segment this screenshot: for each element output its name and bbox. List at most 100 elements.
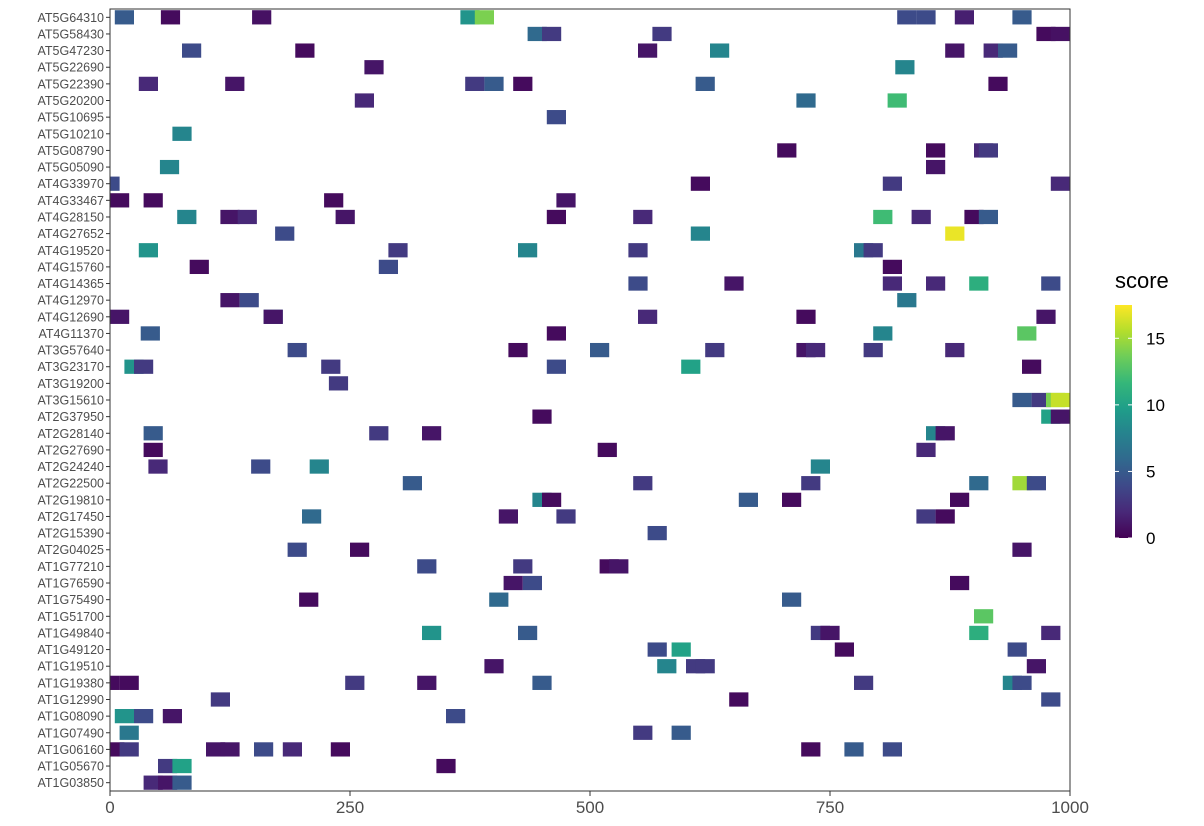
y-axis: AT5G64310 AT5G58430 AT5G47230 AT5G22690 AT5G…: [38, 11, 110, 790]
y-tick-label: AT1G76590: [38, 577, 105, 591]
heatmap-tile: [239, 293, 259, 308]
y-tick-label: AT4G15760: [38, 260, 105, 274]
heatmap-tile: [302, 509, 322, 524]
legend-tick-label: 0: [1146, 529, 1155, 548]
y-tick-label: AT4G33467: [38, 194, 105, 208]
y-tick-label: AT4G28150: [38, 210, 105, 224]
y-tick-label: AT1G06160: [38, 743, 105, 757]
heatmap-tile: [110, 309, 130, 324]
heatmap-tile: [969, 625, 989, 641]
heatmap-tile: [1007, 642, 1027, 657]
heatmap-tile: [887, 93, 907, 108]
heatmap-tile: [220, 742, 240, 757]
y-tick-label: AT1G49840: [38, 626, 105, 640]
legend-tick-label: 10: [1146, 396, 1165, 415]
y-tick-label: AT5G64310: [38, 11, 105, 25]
heatmap-tile: [251, 459, 271, 474]
heatmap-tile: [911, 209, 931, 225]
y-tick-label: AT3G57640: [38, 344, 105, 358]
y-tick-label: AT2G17450: [38, 510, 105, 524]
x-tick-label: 250: [336, 798, 364, 817]
y-tick-label: AT1G05670: [38, 760, 105, 774]
heatmap-tile: [220, 293, 240, 308]
heatmap-tile: [873, 209, 893, 225]
y-tick-label: AT2G24240: [38, 460, 105, 474]
y-tick-label: AT3G23170: [38, 360, 105, 374]
y-tick-label: AT2G15390: [38, 527, 105, 541]
heatmap-tile: [546, 326, 566, 341]
heatmap-tile: [110, 176, 120, 191]
heatmap-tile: [647, 642, 667, 657]
heatmap-tile: [935, 509, 955, 524]
heatmap-tile: [628, 243, 648, 258]
heatmap-tile: [474, 10, 494, 25]
y-tick-label: AT5G10210: [38, 127, 105, 141]
heatmap-tile: [1050, 176, 1070, 191]
heatmap-tile: [882, 276, 902, 291]
heatmap-tile: [484, 76, 504, 91]
heatmap-tile: [299, 592, 319, 607]
heatmap-tile: [189, 259, 209, 275]
heatmap-tile: [863, 243, 883, 258]
heatmap-tile: [350, 542, 370, 557]
y-tick-label: AT2G37950: [38, 410, 105, 424]
heatmap-tile: [328, 376, 349, 391]
heatmap-tile: [782, 592, 802, 607]
y-tick-label: AT1G12990: [38, 693, 105, 707]
heatmap-tile: [1022, 359, 1042, 374]
heatmap-tile: [820, 625, 840, 641]
legend-tick-label: 5: [1146, 462, 1155, 481]
heatmap-tile: [172, 775, 192, 790]
heatmap-tile: [119, 675, 139, 690]
heatmap-tile: [978, 143, 998, 158]
heatmap-tile: [671, 642, 691, 657]
x-tick-label: 0: [105, 798, 114, 817]
heatmap-tile: [638, 309, 658, 324]
heatmap-tile: [895, 60, 915, 75]
heatmap-tile: [417, 559, 437, 574]
y-tick-label: AT4G14365: [38, 277, 105, 291]
heatmap-tile: [633, 725, 653, 740]
heatmap-tile: [330, 742, 350, 757]
heatmap-tile: [916, 442, 936, 458]
heatmap-tile: [138, 243, 158, 258]
y-tick-label: AT1G51700: [38, 610, 105, 624]
heatmap-tile: [926, 143, 946, 158]
heatmap-tile: [513, 559, 533, 574]
y-tick-label: AT5G22390: [38, 77, 105, 91]
y-tick-label: AT1G08090: [38, 710, 105, 724]
heatmap-tile: [705, 342, 725, 358]
heatmap-tile: [969, 276, 989, 291]
heatmap-tile: [1012, 675, 1032, 690]
legend-ticks: 0 5 10 15: [1115, 329, 1165, 548]
heatmap-tile: [806, 342, 826, 358]
heatmap-tile: [546, 359, 566, 374]
y-tick-label: AT5G10695: [38, 111, 105, 125]
y-tick-label: AT5G20200: [38, 94, 105, 108]
heatmap-tile: [1026, 659, 1046, 674]
heatmap-tile: [417, 675, 437, 690]
heatmap-tile: [503, 575, 523, 591]
heatmap-tile: [143, 442, 163, 458]
heatmap-tile: [532, 675, 552, 690]
y-tick-label: AT3G19200: [38, 377, 105, 391]
heatmap-tile: [695, 659, 715, 674]
heatmap-tile: [542, 26, 562, 42]
heatmap-tile: [324, 193, 344, 208]
heatmap-tile: [134, 359, 154, 374]
heatmap-tile: [810, 459, 830, 474]
heatmap-tile: [801, 476, 821, 491]
heatmap-tile: [954, 10, 974, 25]
heatmap-tile: [978, 209, 998, 225]
y-tick-label: AT1G75490: [38, 593, 105, 607]
y-tick-label: AT5G22690: [38, 61, 105, 75]
y-tick-label: AT4G12690: [38, 310, 105, 324]
heatmap-tile: [882, 259, 902, 275]
heatmap-tile: [834, 642, 854, 657]
heatmap-tile: [143, 193, 163, 208]
x-tick-label: 750: [816, 798, 844, 817]
heatmap-tile: [140, 326, 160, 341]
heatmap-tile: [364, 60, 384, 75]
heatmap-tile: [508, 342, 528, 358]
